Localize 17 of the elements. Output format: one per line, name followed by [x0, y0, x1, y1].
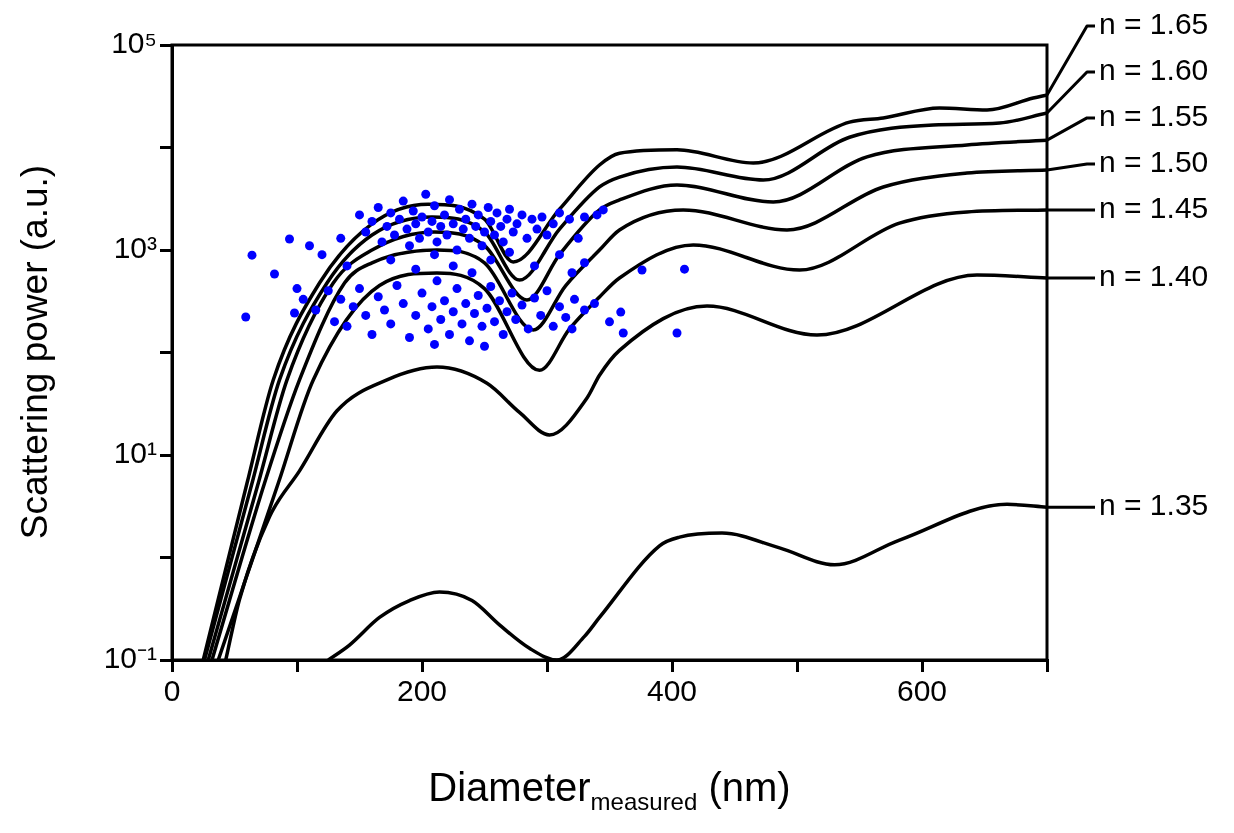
- legend-label: n = 1.35: [1099, 488, 1209, 522]
- legend-label: n = 1.40: [1099, 259, 1209, 293]
- y-tick-label: 10¹: [113, 436, 158, 470]
- legend-label: n = 1.45: [1099, 191, 1209, 225]
- x-tick-label: 200: [396, 674, 448, 708]
- x-tick-label: 600: [896, 674, 948, 708]
- y-tick-label: 10⁻¹: [103, 641, 158, 675]
- y-axis-title: Scattering power (a.u.): [14, 164, 56, 540]
- legend-label: n = 1.50: [1099, 145, 1209, 179]
- x-tick-label: 400: [646, 674, 698, 708]
- text: n = 1.65: [1099, 7, 1209, 41]
- y-tick-label: 10⁵: [111, 26, 157, 60]
- x-axis-title: Diameter$_{measured}$ (nm): [427, 765, 792, 816]
- legend-label: n = 1.55: [1099, 99, 1209, 133]
- y-tick-label: 10³: [113, 231, 158, 265]
- x-tick-label: 0: [163, 674, 181, 708]
- legend-label: n = 1.60: [1099, 53, 1209, 87]
